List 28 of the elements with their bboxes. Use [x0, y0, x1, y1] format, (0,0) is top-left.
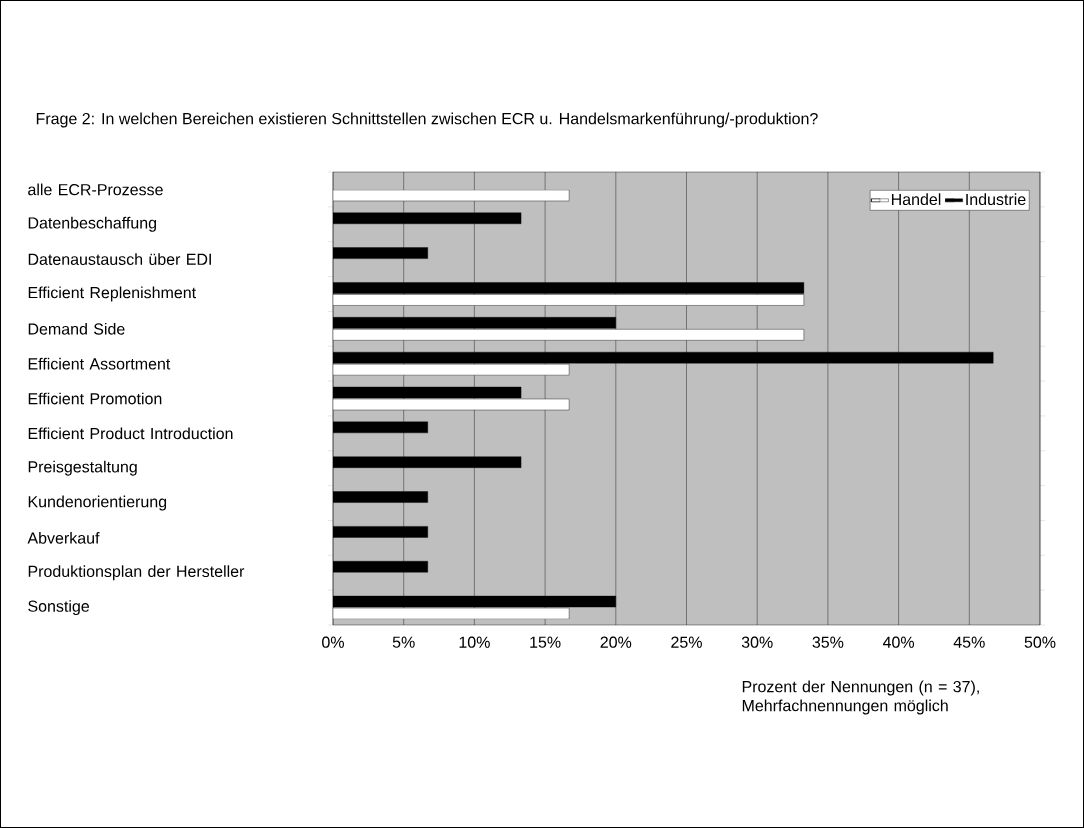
x-axis-title: Prozent der Nennungen (n = 37), Mehrfachnennungen möglich [742, 680, 979, 715]
y-tick-label: Sonstige [28, 600, 90, 616]
x-tick-label: 20% [600, 636, 632, 648]
x-tick-label: 0% [322, 636, 344, 648]
y-tick-label: alle ECR-Prozesse [28, 183, 163, 196]
y-tick-label: Efficient Product Introduction [28, 427, 233, 440]
x-tick-label: 35% [812, 636, 844, 648]
y-tick-label: Abverkauf [27, 532, 100, 544]
y-tick-label: Kundenorientierung [28, 495, 167, 511]
y-tick-label: Efficient Replenishment [28, 286, 196, 302]
y-tick-label: Produktionsplan der Hersteller [28, 565, 245, 581]
chart-title: Frage 2: In welchen Bereichen existieren Schnittstellen zwischen ECR u. Handelsmarkenführung/-produktion? [36, 112, 818, 128]
y-tick-label: Efficient Assortment [28, 357, 171, 370]
x-tick-label: 40% [882, 636, 915, 648]
x-tick-label: 30% [741, 636, 773, 648]
y-tick-label: Datenaustausch über EDI [28, 253, 211, 265]
x-tick-label: 5% [392, 636, 415, 648]
legend-label: Handel [891, 193, 941, 206]
y-tick-label: Efficient Promotion [28, 392, 162, 405]
y-tick-label: Preisgestaltung [28, 460, 137, 476]
x-tick-label: 50% [1024, 636, 1056, 648]
y-tick-label: Demand Side [28, 322, 125, 335]
legend-label: Industrie [966, 193, 1026, 206]
x-tick-label: 25% [671, 636, 702, 648]
x-tick-label: 15% [530, 636, 561, 648]
x-tick-label: 10% [459, 636, 490, 648]
x-tick-label: 45% [953, 636, 985, 648]
y-tick-label: Datenbeschaffung [28, 216, 157, 232]
